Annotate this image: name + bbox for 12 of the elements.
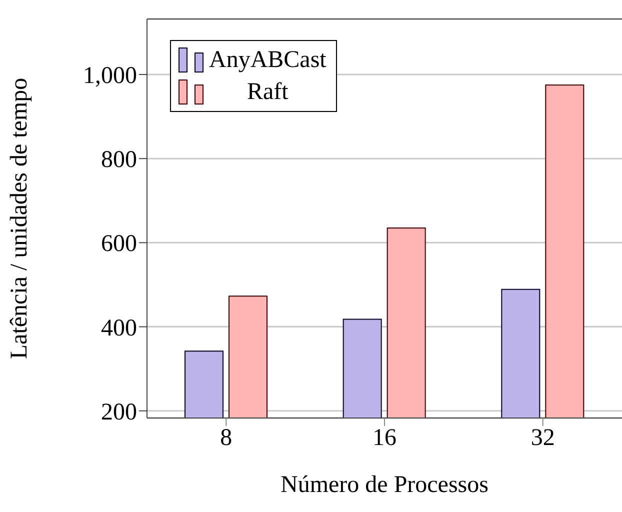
y-tick-label: 600: [101, 231, 137, 258]
y-tick-label: 1,000: [83, 63, 137, 90]
y-tick-label: 800: [101, 147, 137, 174]
legend-label: Raft: [246, 78, 290, 107]
y-tick-label: 400: [101, 315, 137, 342]
y-tick-label: 200: [101, 399, 137, 426]
y-axis-title: Latência / unidades de tempo: [6, 78, 33, 360]
legend-label: AnyABCast: [209, 46, 326, 75]
x-tick-label: 8: [220, 425, 232, 452]
x-tick-label: 16: [372, 425, 396, 452]
x-tick-label: 32: [530, 425, 555, 452]
x-axis-title: Número de Processos: [280, 472, 488, 498]
